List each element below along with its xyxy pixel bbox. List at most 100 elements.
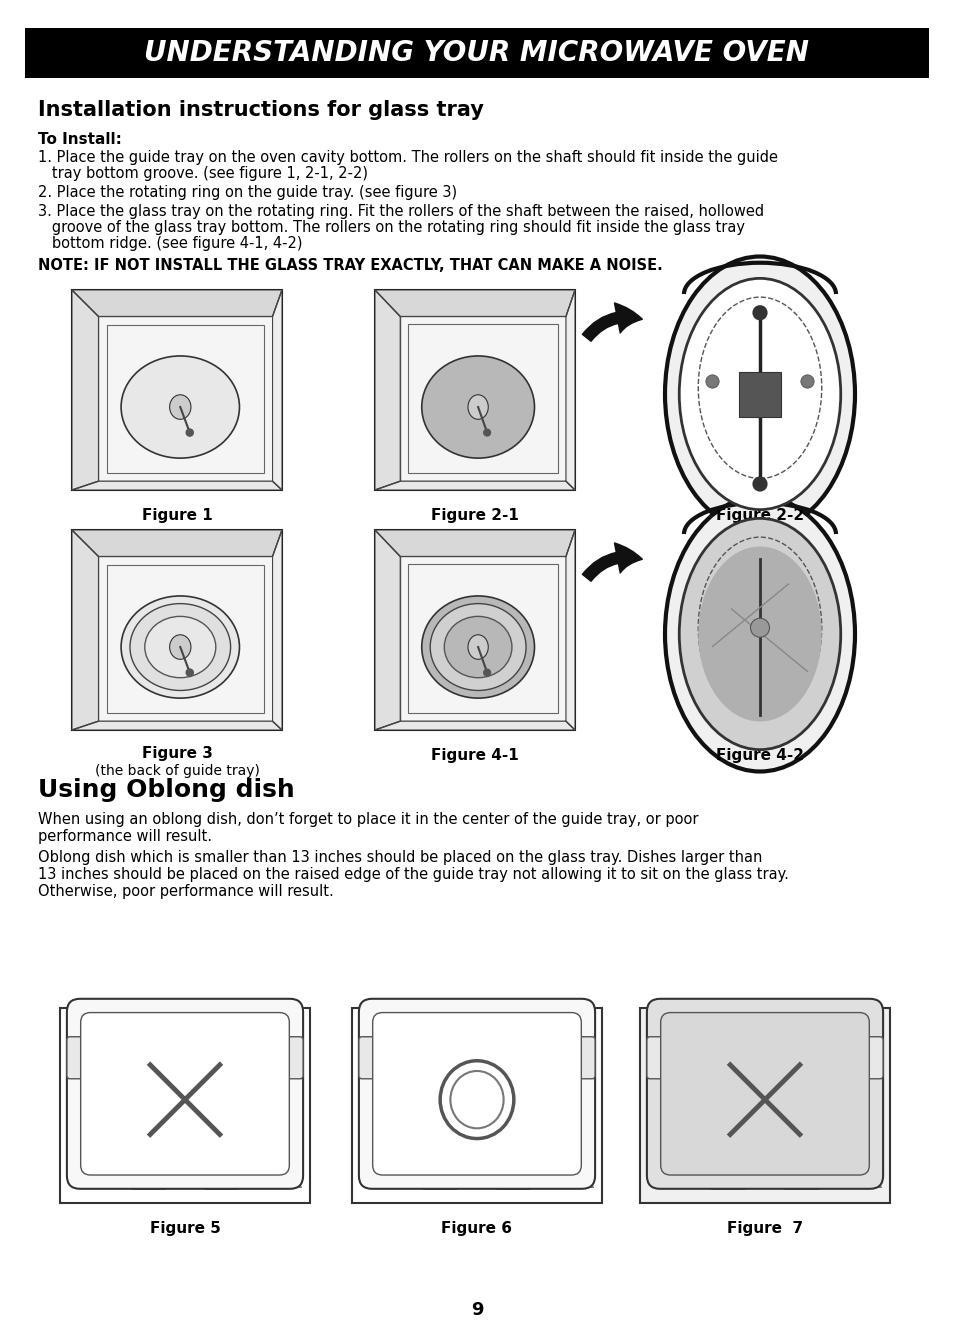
Polygon shape [71, 482, 282, 490]
Circle shape [483, 670, 490, 676]
Bar [408, 325, 558, 474]
Polygon shape [375, 290, 399, 490]
Bar [375, 290, 575, 490]
FancyBboxPatch shape [783, 1166, 819, 1189]
Ellipse shape [130, 604, 231, 691]
Bar [25, 28, 928, 78]
FancyBboxPatch shape [131, 1166, 166, 1189]
FancyBboxPatch shape [280, 1037, 303, 1079]
Ellipse shape [121, 356, 239, 458]
Ellipse shape [468, 635, 488, 659]
Circle shape [483, 429, 490, 436]
Text: Oblong dish which is smaller than 13 inches should be placed on the glass tray. : Oblong dish which is smaller than 13 inc… [38, 849, 761, 866]
Ellipse shape [170, 395, 191, 419]
FancyBboxPatch shape [422, 1166, 457, 1189]
FancyBboxPatch shape [67, 998, 303, 1189]
FancyBboxPatch shape [204, 1033, 239, 1057]
Text: Figure  7: Figure 7 [726, 1221, 802, 1236]
Text: NOTE: IF NOT INSTALL THE GLASS TRAY EXACTLY, THAT CAN MAKE A NOISE.: NOTE: IF NOT INSTALL THE GLASS TRAY EXAC… [38, 258, 662, 272]
Bar [375, 530, 575, 730]
Ellipse shape [664, 497, 854, 772]
Ellipse shape [421, 596, 534, 698]
FancyBboxPatch shape [646, 998, 882, 1189]
Text: Figure 4-2: Figure 4-2 [716, 747, 803, 764]
FancyBboxPatch shape [67, 1037, 90, 1079]
Text: bottom ridge. (see figure 4-1, 4-2): bottom ridge. (see figure 4-1, 4-2) [38, 236, 302, 251]
FancyBboxPatch shape [496, 1033, 531, 1057]
Ellipse shape [664, 256, 854, 531]
Circle shape [800, 374, 813, 388]
Circle shape [186, 670, 193, 676]
Polygon shape [71, 530, 282, 557]
Text: 3. Place the glass tray on the rotating ring. Fit the rollers of the shaft betwe: 3. Place the glass tray on the rotating … [38, 204, 763, 219]
Polygon shape [372, 1176, 593, 1188]
FancyBboxPatch shape [131, 1033, 166, 1057]
Bar [399, 557, 565, 721]
Polygon shape [375, 482, 575, 490]
Text: Figure 2-2: Figure 2-2 [715, 509, 803, 523]
Text: Figure 2-1: Figure 2-1 [431, 509, 518, 523]
Text: Figure 3: Figure 3 [141, 746, 213, 761]
Polygon shape [71, 290, 98, 490]
FancyBboxPatch shape [373, 1013, 580, 1176]
Text: Installation instructions for glass tray: Installation instructions for glass tray [38, 101, 483, 119]
Bar [739, 372, 781, 416]
FancyBboxPatch shape [422, 1033, 457, 1057]
Polygon shape [565, 290, 575, 490]
Text: UNDERSTANDING YOUR MICROWAVE OVEN: UNDERSTANDING YOUR MICROWAVE OVEN [144, 39, 809, 67]
Polygon shape [375, 530, 399, 730]
Polygon shape [375, 290, 575, 317]
Text: groove of the glass tray bottom. The rollers on the rotating ring should fit ins: groove of the glass tray bottom. The rol… [38, 220, 744, 235]
Ellipse shape [444, 616, 512, 678]
Ellipse shape [121, 596, 239, 698]
Circle shape [752, 476, 767, 491]
FancyBboxPatch shape [860, 1037, 882, 1079]
FancyBboxPatch shape [358, 1037, 381, 1079]
Polygon shape [71, 721, 282, 730]
FancyBboxPatch shape [783, 1033, 819, 1057]
Text: 9: 9 [470, 1300, 483, 1319]
Ellipse shape [679, 518, 840, 750]
Ellipse shape [145, 616, 215, 678]
FancyBboxPatch shape [358, 998, 595, 1189]
Text: Figure 6: Figure 6 [441, 1221, 512, 1236]
FancyBboxPatch shape [710, 1033, 745, 1057]
FancyBboxPatch shape [81, 1013, 289, 1176]
Ellipse shape [679, 278, 840, 510]
FancyArrowPatch shape [581, 544, 641, 581]
Polygon shape [375, 721, 575, 730]
Polygon shape [71, 290, 282, 317]
Ellipse shape [430, 604, 525, 691]
Text: Otherwise, poor performance will result.: Otherwise, poor performance will result. [38, 884, 334, 899]
Text: 13 inches should be placed on the raised edge of the guide tray not allowing it : 13 inches should be placed on the raised… [38, 867, 788, 882]
FancyArrowPatch shape [581, 303, 641, 341]
FancyBboxPatch shape [660, 1013, 868, 1176]
FancyBboxPatch shape [646, 1037, 669, 1079]
FancyBboxPatch shape [204, 1166, 239, 1189]
Bar [352, 1008, 601, 1202]
Circle shape [705, 374, 719, 388]
Text: (the back of guide tray): (the back of guide tray) [94, 764, 259, 778]
Text: When using an oblong dish, don’t forget to place it in the center of the guide t: When using an oblong dish, don’t forget … [38, 812, 698, 827]
Bar [408, 565, 558, 713]
Polygon shape [565, 530, 575, 730]
Ellipse shape [170, 635, 191, 659]
Text: Figure 1: Figure 1 [141, 509, 213, 523]
Polygon shape [71, 530, 98, 730]
FancyBboxPatch shape [572, 1037, 595, 1079]
Polygon shape [273, 530, 282, 730]
Text: tray bottom groove. (see figure 1, 2-1, 2-2): tray bottom groove. (see figure 1, 2-1, … [38, 166, 368, 181]
Text: To Install:: To Install: [38, 132, 122, 148]
Bar [98, 557, 273, 721]
Bar [71, 530, 282, 730]
Bar [98, 317, 273, 482]
Text: 2. Place the rotating ring on the guide tray. (see figure 3): 2. Place the rotating ring on the guide … [38, 185, 456, 200]
Text: Figure 5: Figure 5 [150, 1221, 220, 1236]
Polygon shape [80, 1176, 301, 1188]
Bar [107, 325, 264, 472]
Bar [60, 1008, 310, 1202]
Bar [639, 1008, 889, 1202]
Bar [71, 290, 282, 490]
Ellipse shape [468, 395, 488, 419]
Ellipse shape [698, 546, 821, 722]
